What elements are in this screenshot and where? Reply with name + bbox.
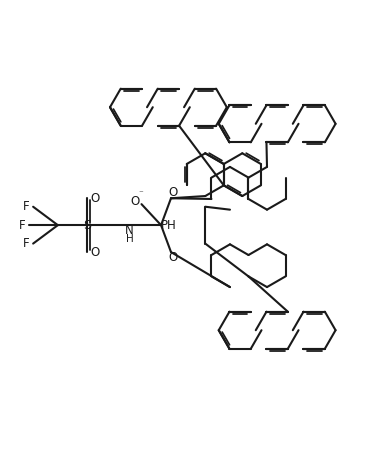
Text: H: H [126, 234, 134, 244]
Text: F: F [23, 237, 29, 250]
Text: O: O [168, 251, 178, 264]
Text: O: O [130, 195, 139, 207]
Text: ⁻: ⁻ [138, 189, 143, 198]
Text: F: F [19, 219, 26, 232]
Text: N: N [125, 224, 134, 237]
Text: O: O [91, 192, 100, 205]
Text: O: O [91, 246, 100, 259]
Text: O: O [168, 186, 178, 199]
Text: F: F [23, 200, 29, 213]
Text: PH: PH [161, 219, 177, 232]
Text: S: S [83, 219, 91, 232]
